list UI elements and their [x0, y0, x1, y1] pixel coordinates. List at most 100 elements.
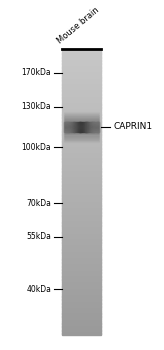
Bar	[62, 250, 101, 251]
Bar	[64, 116, 99, 117]
Bar	[62, 160, 101, 162]
Bar	[62, 70, 101, 72]
Bar	[70, 122, 71, 132]
Bar	[62, 148, 101, 150]
Bar	[64, 113, 99, 114]
Bar	[62, 288, 101, 289]
Bar	[62, 141, 101, 143]
Bar	[62, 112, 101, 113]
Bar	[89, 122, 90, 132]
Bar	[62, 231, 101, 233]
Bar	[62, 310, 101, 312]
Bar	[62, 133, 101, 135]
Bar	[62, 259, 101, 261]
Bar	[62, 163, 101, 164]
Bar	[62, 214, 101, 216]
Bar	[62, 113, 101, 115]
Bar	[62, 119, 101, 120]
Bar	[62, 143, 101, 145]
Bar	[62, 292, 101, 294]
Bar	[62, 298, 101, 300]
Bar	[62, 171, 101, 173]
Bar	[94, 122, 95, 132]
Bar	[91, 122, 92, 132]
Bar	[74, 122, 75, 132]
Bar	[76, 122, 77, 132]
Bar	[62, 103, 101, 105]
Bar	[64, 121, 99, 122]
Bar	[62, 83, 101, 85]
Bar	[62, 121, 101, 123]
Bar	[62, 84, 101, 86]
Bar	[86, 122, 87, 132]
Bar	[62, 157, 101, 159]
Bar	[62, 130, 101, 132]
Bar	[62, 244, 101, 245]
Bar	[62, 271, 101, 273]
Bar	[98, 122, 99, 132]
Bar	[97, 122, 98, 132]
Bar	[62, 225, 101, 227]
Bar	[62, 222, 101, 224]
Bar	[62, 175, 101, 177]
Bar	[88, 122, 89, 132]
Bar	[62, 52, 101, 54]
Bar	[62, 77, 101, 79]
Bar	[64, 118, 99, 119]
Bar	[62, 144, 101, 146]
Bar	[78, 122, 79, 132]
Text: 100kDa: 100kDa	[21, 143, 51, 152]
Bar	[62, 262, 101, 264]
Bar	[62, 234, 101, 236]
Bar	[62, 89, 101, 91]
Bar	[62, 147, 101, 149]
Bar	[71, 122, 72, 132]
Bar	[62, 62, 101, 63]
Bar	[66, 122, 67, 132]
Bar	[62, 53, 101, 55]
Bar	[62, 258, 101, 260]
Bar	[62, 212, 101, 214]
Bar	[62, 66, 101, 68]
Bar	[62, 330, 101, 332]
Bar	[62, 232, 101, 234]
Bar	[62, 328, 101, 329]
Bar	[74, 122, 75, 132]
Bar	[91, 122, 92, 132]
Bar	[64, 122, 99, 123]
Bar	[62, 285, 101, 287]
Bar	[62, 274, 101, 275]
Bar	[62, 319, 101, 321]
Bar	[62, 166, 101, 167]
Bar	[62, 290, 101, 292]
Bar	[62, 278, 101, 280]
Bar	[62, 156, 101, 158]
Bar	[62, 92, 101, 93]
Bar	[64, 123, 99, 124]
Bar	[64, 135, 99, 136]
Bar	[64, 138, 99, 139]
Bar	[64, 124, 99, 125]
Bar	[62, 318, 101, 320]
Bar	[62, 178, 101, 180]
Bar	[62, 154, 101, 156]
Bar	[62, 102, 101, 103]
Bar	[62, 255, 101, 257]
Bar	[62, 217, 101, 218]
Bar	[62, 264, 101, 265]
Bar	[85, 122, 86, 132]
Bar	[86, 122, 87, 132]
Bar	[93, 122, 94, 132]
Bar	[93, 122, 94, 132]
Bar	[62, 190, 101, 191]
Bar	[96, 122, 97, 132]
Bar	[62, 252, 101, 254]
Bar	[62, 194, 101, 196]
Bar	[62, 279, 101, 281]
Bar	[62, 316, 101, 318]
Bar	[64, 119, 99, 120]
Bar	[62, 86, 101, 88]
Bar	[78, 122, 79, 132]
Bar	[64, 136, 99, 137]
Bar	[62, 63, 101, 65]
